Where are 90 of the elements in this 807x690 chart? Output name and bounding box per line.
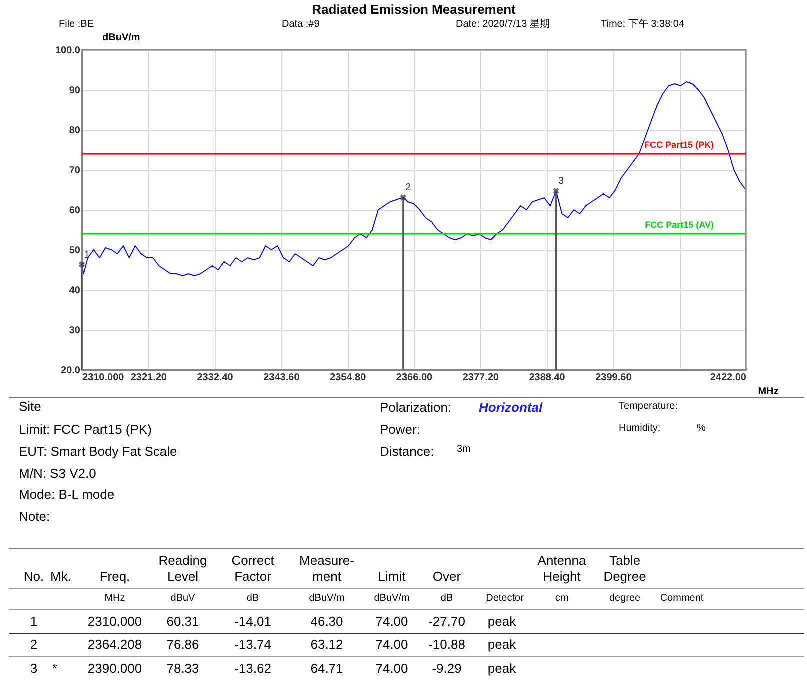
x-tick-label: 2310.000 xyxy=(82,372,125,384)
text: 2364.208 xyxy=(88,637,142,652)
text: 46.30 xyxy=(310,614,344,629)
text: Detector xyxy=(486,593,525,604)
text: peak xyxy=(488,614,517,629)
text: 74.00 xyxy=(376,614,408,629)
y-tick-label: 80 xyxy=(69,126,81,136)
text: 78.33 xyxy=(166,661,200,676)
ref-line-label: FCC Part15 (PK) xyxy=(644,140,714,150)
y-tick-label: 60 xyxy=(69,206,81,216)
text: Antenna Height xyxy=(538,553,587,584)
text: 64.71 xyxy=(310,661,344,676)
x-tick-label: 2422.00 xyxy=(710,372,747,384)
text: peak xyxy=(488,637,517,652)
chart-title: Radiated Emission Measurement xyxy=(312,2,517,17)
text: Time: 下午 3:38:04 xyxy=(601,18,685,30)
annotation: 1 xyxy=(84,250,90,261)
x-tick-label: 2343.60 xyxy=(264,372,300,384)
y-tick-label: 70 xyxy=(69,166,81,176)
text: Date: 2020/7/13 星期 xyxy=(456,18,550,30)
x-tick-label: 2377.20 xyxy=(462,372,500,384)
text: 60.31 xyxy=(166,614,200,629)
text: Measure- ment xyxy=(300,553,354,584)
text: -14.01 xyxy=(234,614,272,629)
text: Humidity: xyxy=(619,423,661,434)
text: cm xyxy=(555,593,569,604)
text: peak xyxy=(488,661,517,676)
y-axis-title: dBuV/m xyxy=(102,32,140,44)
text: Table Degree xyxy=(604,553,646,584)
text: dBuV xyxy=(170,593,196,604)
x-tick-label: 2399.60 xyxy=(596,372,632,384)
text: -13.74 xyxy=(234,637,272,652)
text: dB xyxy=(246,593,260,604)
text: -10.88 xyxy=(428,637,466,652)
x-tick-label: 2366.00 xyxy=(396,372,434,384)
text: -27.70 xyxy=(428,614,466,629)
text: M/N: S3 V2.0 xyxy=(19,466,96,481)
text: Distance: xyxy=(380,444,434,459)
text: 63.12 xyxy=(310,637,344,652)
text: Mk. xyxy=(50,569,72,584)
text: 2 xyxy=(30,637,38,652)
text: 1 xyxy=(30,614,38,629)
text: Note: xyxy=(19,509,50,524)
text: Site xyxy=(19,399,42,414)
text: dBuV/m xyxy=(374,593,410,604)
text: % xyxy=(697,423,706,434)
text: No. xyxy=(24,569,44,584)
text: Over xyxy=(432,569,462,584)
text: Reading Level xyxy=(158,553,208,584)
y-tick-label: 90 xyxy=(69,86,81,96)
y-tick-label: 20.0 xyxy=(61,366,81,376)
text: Correct Factor xyxy=(232,553,275,584)
text: Polarization: xyxy=(380,400,452,415)
text: Freq. xyxy=(100,569,130,584)
x-tick-label: 2321.20 xyxy=(130,372,168,384)
text: 2310.000 xyxy=(88,614,142,629)
text: Limit: FCC Part15 (PK) xyxy=(19,422,152,437)
annotation: 2 xyxy=(406,182,412,194)
text: 3 xyxy=(30,661,38,676)
text: MHz xyxy=(104,593,126,604)
text: 74.00 xyxy=(376,661,408,676)
x-tick-label: 2332.40 xyxy=(197,372,234,384)
text: 3m xyxy=(457,444,471,455)
text: Data :#9 xyxy=(282,19,320,30)
x-axis-title: MHz xyxy=(758,386,779,398)
text: Limit xyxy=(378,569,406,584)
text: Comment xyxy=(660,593,704,604)
y-tick-label: 30 xyxy=(69,326,81,336)
text: dB xyxy=(440,593,454,604)
text: EUT: Smart Body Fat Scale xyxy=(19,444,178,459)
y-tick-label: 40 xyxy=(69,286,81,296)
text: -9.29 xyxy=(432,661,462,676)
text: Temperature: xyxy=(619,401,678,412)
text: 76.86 xyxy=(166,637,200,652)
annotation: 3 xyxy=(558,176,565,188)
ref-line-label: FCC Part15 (AV) xyxy=(645,220,714,230)
text: Horizontal xyxy=(479,400,543,415)
text: 2390.000 xyxy=(88,661,142,676)
x-tick-label: 2354.80 xyxy=(330,372,367,384)
y-tick-label: 100.0 xyxy=(55,46,81,56)
y-tick-label: 50 xyxy=(69,246,81,256)
text: dBuV/m xyxy=(309,593,345,604)
text: degree xyxy=(609,593,642,604)
x-tick-label: 2388.40 xyxy=(529,372,566,384)
text: Mode: B-L mode xyxy=(19,487,115,502)
text: -13.62 xyxy=(234,661,272,676)
text: Power: xyxy=(380,422,420,437)
text: File :BE xyxy=(59,19,94,30)
text: * xyxy=(52,661,58,676)
text: 74.00 xyxy=(376,637,408,652)
